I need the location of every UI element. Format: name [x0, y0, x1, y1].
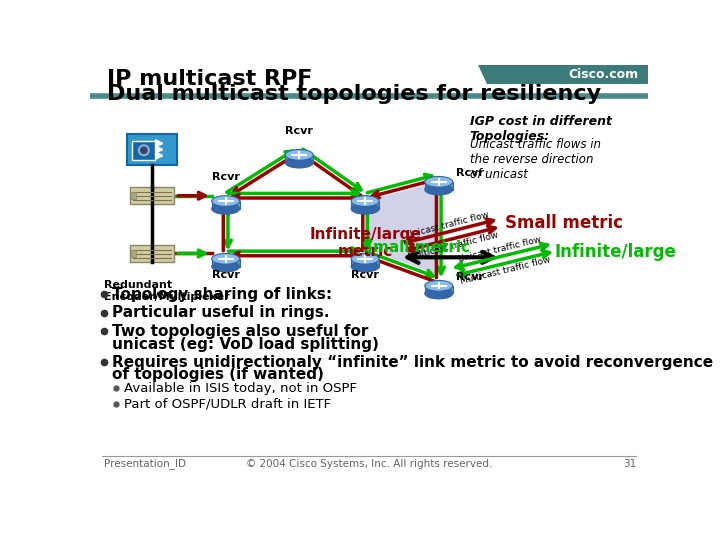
FancyBboxPatch shape: [130, 245, 174, 262]
Ellipse shape: [425, 288, 453, 299]
Ellipse shape: [351, 261, 379, 272]
Text: Unicast traffic flow: Unicast traffic flow: [405, 210, 490, 240]
Ellipse shape: [212, 253, 240, 264]
Ellipse shape: [212, 204, 240, 214]
Polygon shape: [212, 201, 240, 209]
Ellipse shape: [285, 157, 313, 168]
Ellipse shape: [285, 150, 313, 160]
Ellipse shape: [351, 204, 379, 214]
Text: Particular useful in rings.: Particular useful in rings.: [112, 305, 329, 320]
Text: Rcvr: Rcvr: [351, 271, 379, 280]
FancyBboxPatch shape: [127, 134, 177, 165]
Text: Available in ISIS today, not in OSPF: Available in ISIS today, not in OSPF: [124, 382, 357, 395]
Ellipse shape: [212, 195, 240, 206]
Text: Rcvr: Rcvr: [285, 126, 313, 136]
Polygon shape: [477, 65, 648, 84]
FancyBboxPatch shape: [132, 141, 156, 159]
Text: Unicast traffic flow: Unicast traffic flow: [458, 235, 543, 264]
Text: Infinite/large: Infinite/large: [555, 243, 677, 261]
Text: Rcvr: Rcvr: [212, 271, 240, 280]
Text: Requires unidirectionaly “infinite” link metric to avoid reconvergence: Requires unidirectionaly “infinite” link…: [112, 355, 713, 369]
Text: Two topologies also useful for: Two topologies also useful for: [112, 323, 368, 339]
Polygon shape: [212, 259, 240, 267]
Text: Small metric: Small metric: [505, 214, 623, 232]
Ellipse shape: [425, 184, 453, 195]
Text: Rcvr: Rcvr: [212, 172, 240, 182]
Ellipse shape: [351, 253, 379, 264]
Ellipse shape: [425, 177, 453, 187]
Text: Multicast traffic flow: Multicast traffic flow: [407, 230, 499, 261]
Ellipse shape: [425, 280, 453, 291]
Text: Topology sharing of links:: Topology sharing of links:: [112, 287, 332, 302]
FancyBboxPatch shape: [130, 187, 174, 204]
Text: IP multicast RPF: IP multicast RPF: [107, 69, 312, 89]
Polygon shape: [351, 201, 379, 209]
Text: 31: 31: [623, 458, 636, 469]
Text: of topologies (if wanted): of topologies (if wanted): [112, 367, 323, 382]
Text: Rcvr: Rcvr: [456, 272, 484, 281]
Text: Cisco.com: Cisco.com: [569, 68, 639, 82]
Polygon shape: [425, 182, 453, 190]
Text: unicast (eg: VoD load splitting): unicast (eg: VoD load splitting): [112, 337, 379, 352]
Polygon shape: [425, 286, 453, 294]
Polygon shape: [365, 182, 438, 275]
FancyBboxPatch shape: [131, 192, 136, 199]
Circle shape: [141, 147, 147, 153]
Text: Unicast traffic flows in
the reverse direction
of unicast: Unicast traffic flows in the reverse dir…: [469, 138, 600, 181]
Text: Small metric: Small metric: [361, 240, 469, 255]
Text: Infinite/large
metric: Infinite/large metric: [310, 226, 421, 259]
Polygon shape: [285, 155, 313, 163]
Text: IGP cost in different
Topologies:: IGP cost in different Topologies:: [469, 115, 612, 143]
Text: Presentation_ID: Presentation_ID: [104, 458, 186, 469]
FancyBboxPatch shape: [131, 250, 136, 257]
Text: Redundant
Encoder/Multiplexer: Redundant Encoder/Multiplexer: [104, 280, 230, 302]
Text: Multicast traffic flow: Multicast traffic flow: [459, 255, 552, 286]
Polygon shape: [351, 259, 379, 267]
Text: Dual multicast topologies for resiliency: Dual multicast topologies for resiliency: [107, 84, 601, 104]
Ellipse shape: [351, 195, 379, 206]
Ellipse shape: [212, 261, 240, 272]
Text: Rcvr: Rcvr: [456, 167, 484, 178]
Text: Part of OSPF/UDLR draft in IETF: Part of OSPF/UDLR draft in IETF: [124, 397, 331, 410]
Circle shape: [138, 145, 149, 156]
Text: © 2004 Cisco Systems, Inc. All rights reserved.: © 2004 Cisco Systems, Inc. All rights re…: [246, 458, 492, 469]
